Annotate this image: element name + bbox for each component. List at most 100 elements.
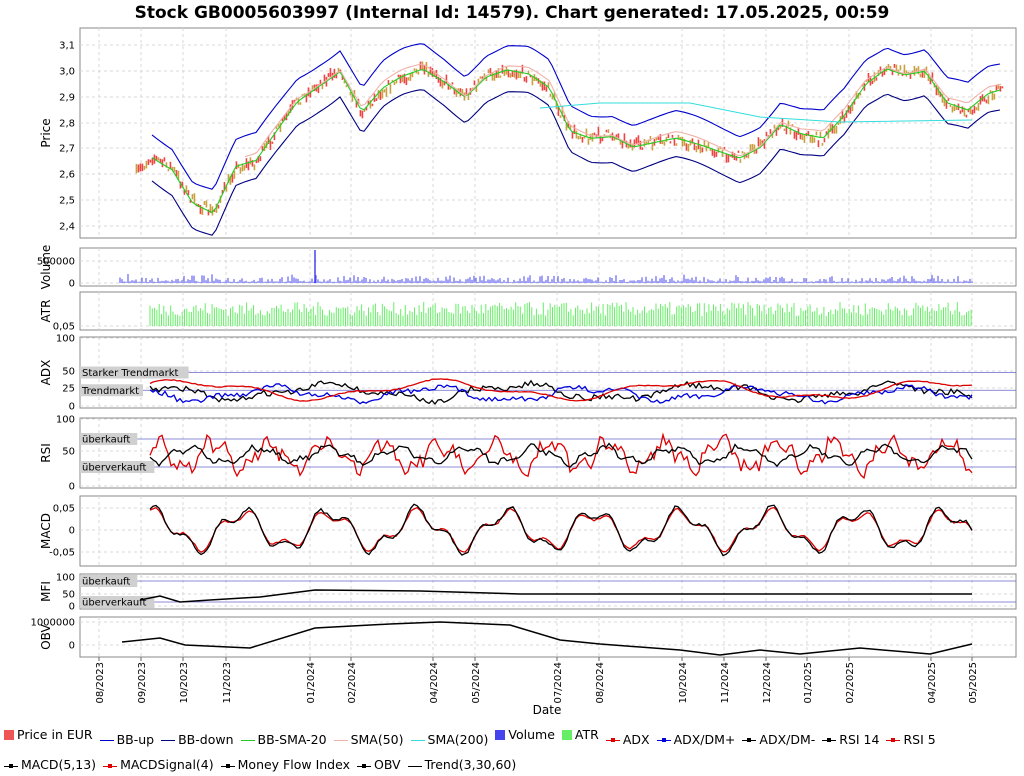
panel-price: 2,4 2,5 2,6 2,7 2,8 2,9 3,0 3,1 Price [39,27,1017,239]
candle [691,138,694,144]
candle [583,135,586,139]
candle [149,159,152,163]
legend-item: Money Flow Index [220,754,350,776]
x-tick-label: 05/2024 [471,662,482,704]
candle [949,104,952,107]
legend-label: RSI 5 [903,731,936,747]
candle [519,71,522,79]
candle [709,148,712,152]
legend-label: ADX/DM- [759,731,816,747]
candle [387,80,390,85]
legend-label: ADX [622,731,650,747]
candle [989,90,992,94]
legend-swatch [407,765,422,767]
candle [581,137,584,143]
candle [169,161,172,170]
candle [573,124,576,135]
candle [279,122,282,133]
legend-swatch [333,740,348,741]
candle [909,73,912,79]
candle [915,68,918,72]
panel-frame [79,573,1017,610]
candle [257,156,260,163]
candle [537,78,540,84]
candle [231,173,234,183]
candle [927,73,930,82]
y-tick-label: 2,7 [59,144,75,155]
y-axis-label: Price [39,118,53,147]
rsi5-line [149,432,973,480]
candle [635,137,638,144]
candle [547,82,550,87]
legend-label: BB-down [178,731,234,747]
candle [221,190,224,194]
candle [765,132,768,137]
candle [935,85,938,96]
candle [263,143,266,152]
candle [511,70,514,77]
legend-swatch [742,738,757,742]
obv-line [121,621,973,656]
candle [193,193,196,204]
legend-label: SMA(200) [427,731,489,747]
candle [669,141,672,144]
candle [721,149,724,157]
candle [507,69,510,78]
candle [383,89,386,93]
candle [545,86,548,92]
candle [395,79,398,84]
candle [399,74,402,84]
candle [813,137,816,143]
candle [145,160,148,169]
candle [575,130,578,139]
candle [567,121,570,128]
candle [855,91,858,100]
candle [165,162,168,168]
candle [571,131,574,139]
legend-item: ADX/DM- [742,729,815,751]
candle [187,190,190,196]
y-tick-label: 2,8 [59,119,75,130]
candle [649,135,652,142]
candle [835,125,838,134]
candle [135,163,138,174]
candle [461,89,464,96]
candle [139,163,142,172]
candle [277,123,280,127]
candle [953,103,956,112]
y-tick-label: 0 [69,279,75,290]
candle [945,100,948,109]
candle [341,75,344,80]
y-axis-label: Volume [39,245,53,290]
legend-label: Price in EUR [17,727,93,742]
candle [755,149,758,154]
candle [871,80,874,85]
candle [371,103,374,107]
legend-label: Volume [508,727,555,742]
candle [411,72,414,78]
candle [517,71,520,79]
band-label: überverkauft [82,598,147,609]
candle [747,152,750,159]
candle [727,154,730,163]
y-tick-label: 500000 [37,257,75,268]
candle [577,136,580,140]
legend-item: MACD(5,13) [4,754,96,776]
candle [859,92,862,96]
candle [365,106,368,111]
candle [659,134,662,144]
candle [275,126,278,130]
candle [849,105,852,114]
candle [255,159,258,164]
candle [391,79,394,83]
candle [643,139,646,147]
candle [819,131,822,138]
legend-swatch [103,763,118,768]
y-axis-label: ADX [39,360,53,386]
candle [225,185,228,192]
candle [601,137,604,142]
candle [899,65,902,71]
candle [671,134,674,138]
candle [621,140,624,149]
